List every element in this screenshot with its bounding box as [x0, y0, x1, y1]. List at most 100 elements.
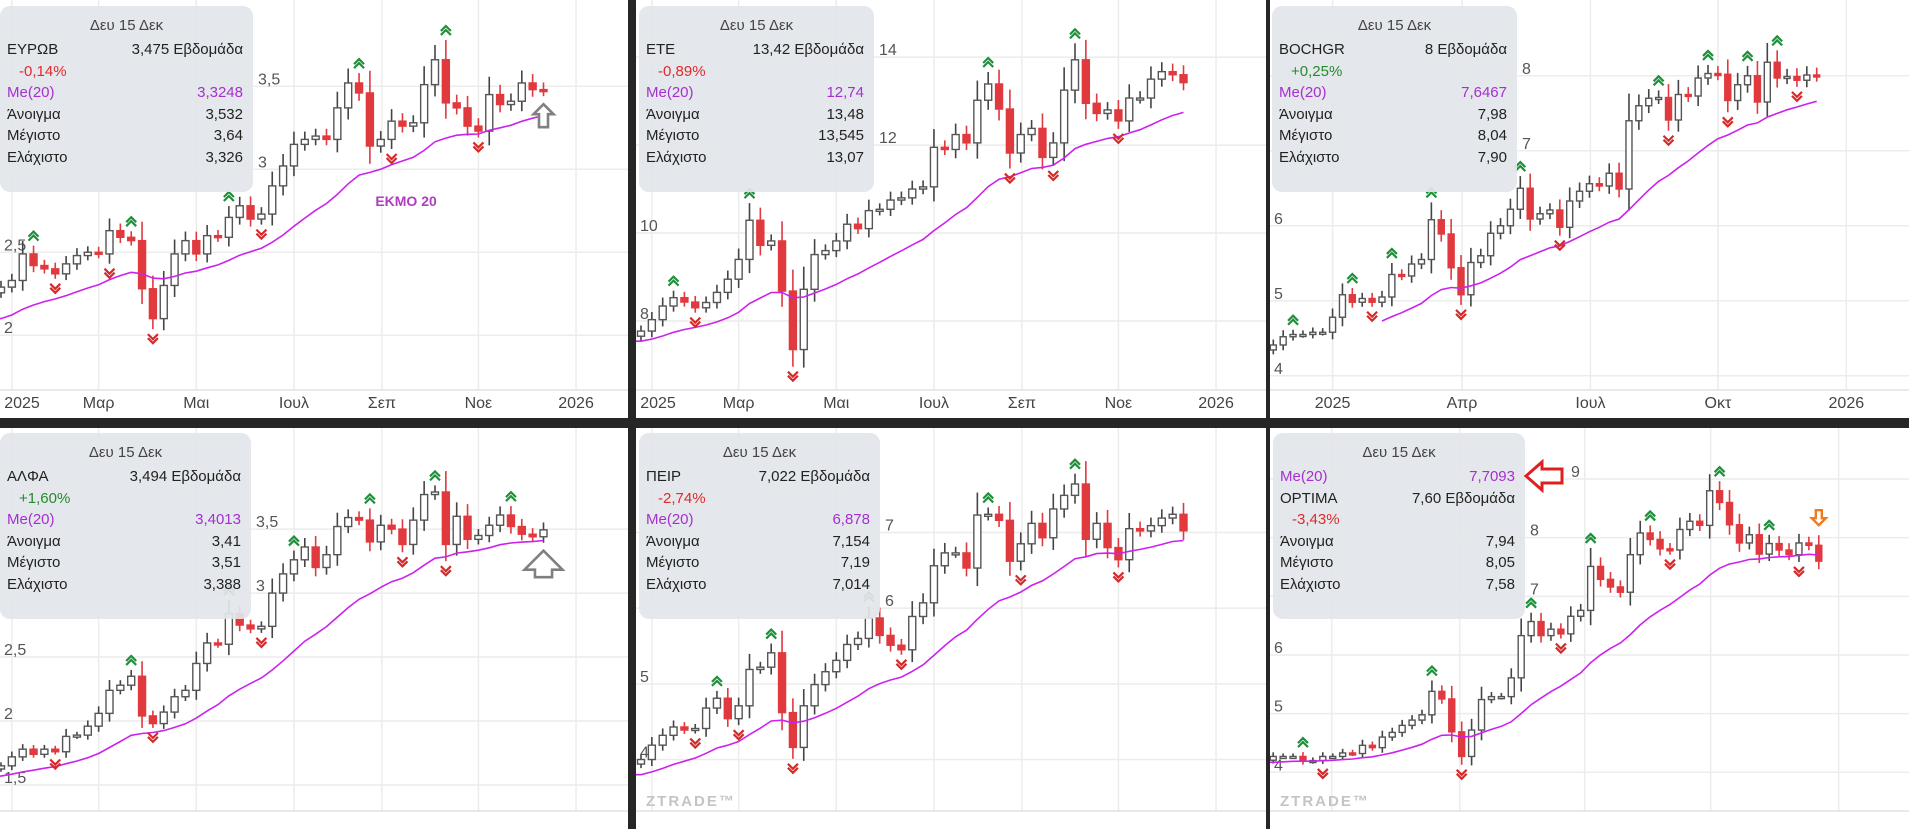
candle-up[interactable]: [1733, 72, 1742, 110]
candle-up[interactable]: [72, 248, 82, 270]
candle-up[interactable]: [1059, 67, 1069, 162]
candlestick-chart[interactable]: 8 10 12 14 2025 Μαρ Μαι Ιουλ Σεπ Νοε 2026: [636, 0, 1266, 418]
candle-up[interactable]: [691, 724, 700, 734]
candle-up[interactable]: [72, 731, 82, 740]
candle-down[interactable]: [1596, 557, 1605, 587]
candle-up[interactable]: [452, 502, 461, 556]
candle-up[interactable]: [821, 663, 830, 692]
candle-up[interactable]: [951, 546, 960, 558]
candle-up[interactable]: [1546, 203, 1554, 220]
candle-up[interactable]: [810, 239, 819, 302]
candle-up[interactable]: [1398, 719, 1406, 737]
candle-down[interactable]: [1753, 60, 1762, 114]
candle-down[interactable]: [1457, 721, 1466, 765]
candle-down[interactable]: [680, 291, 689, 307]
candle-down[interactable]: [387, 518, 396, 535]
candle-up[interactable]: [1378, 290, 1386, 308]
candle-up[interactable]: [658, 728, 667, 751]
candle-up[interactable]: [810, 673, 819, 715]
candle-down[interactable]: [1785, 543, 1793, 561]
candle-up[interactable]: [1016, 122, 1025, 163]
candle-up[interactable]: [61, 256, 71, 281]
candle-up[interactable]: [1328, 308, 1337, 340]
candle-up[interactable]: [83, 720, 93, 740]
candle-up[interactable]: [170, 239, 179, 297]
candle-up[interactable]: [1092, 512, 1101, 549]
candle-down[interactable]: [463, 95, 472, 136]
candle-down[interactable]: [441, 471, 451, 562]
candle-up[interactable]: [1694, 65, 1702, 107]
candle-up[interactable]: [1289, 329, 1297, 341]
candle-down[interactable]: [398, 519, 407, 553]
candle-up[interactable]: [1157, 62, 1166, 87]
candle-down[interactable]: [1348, 288, 1357, 308]
candle-up[interactable]: [842, 634, 852, 669]
candle-up[interactable]: [61, 728, 71, 758]
candle-down[interactable]: [962, 542, 971, 577]
candle-up[interactable]: [376, 131, 385, 153]
candle-up[interactable]: [278, 563, 288, 602]
candle-down[interactable]: [528, 74, 537, 97]
candle-up[interactable]: [40, 744, 49, 758]
candle-up[interactable]: [1059, 484, 1069, 518]
candle-up[interactable]: [734, 697, 743, 726]
candle-up[interactable]: [1605, 163, 1613, 194]
candle-up[interactable]: [1146, 517, 1156, 538]
candle-down[interactable]: [1447, 218, 1455, 280]
candle-up[interactable]: [506, 93, 516, 111]
candle-up[interactable]: [1507, 668, 1515, 705]
candle-up[interactable]: [257, 621, 266, 633]
candle-down[interactable]: [1666, 542, 1674, 555]
candle-down[interactable]: [1715, 481, 1724, 511]
candle-up[interactable]: [1319, 328, 1327, 336]
candle-down[interactable]: [1773, 50, 1781, 88]
candle-down[interactable]: [1398, 269, 1406, 281]
candle-up[interactable]: [1477, 686, 1486, 741]
candle-up[interactable]: [376, 514, 385, 551]
candle-up[interactable]: [908, 601, 917, 663]
candle-up[interactable]: [864, 199, 874, 238]
candle-down[interactable]: [1735, 513, 1744, 552]
chart-panel-6[interactable]: 4567892025ΑπρΙουλΟκτ2026Δευ 15 ΔεκMe(20)…: [1270, 428, 1909, 829]
candle-up[interactable]: [1299, 330, 1307, 338]
candle-up[interactable]: [1146, 66, 1156, 109]
candle-up[interactable]: [647, 311, 657, 338]
candle-down[interactable]: [116, 223, 125, 244]
candle-down[interactable]: [517, 518, 526, 541]
candle-down[interactable]: [1813, 67, 1821, 82]
candle-down[interactable]: [1114, 100, 1123, 129]
candle-up[interactable]: [105, 218, 114, 264]
candle-up[interactable]: [1704, 64, 1712, 85]
candle-down[interactable]: [1616, 580, 1625, 598]
candle-down[interactable]: [1595, 177, 1604, 192]
candle-up[interactable]: [94, 706, 103, 732]
candle-up[interactable]: [1487, 692, 1496, 704]
candle-down[interactable]: [51, 262, 60, 279]
candle-up[interactable]: [1135, 91, 1145, 104]
candle-up[interactable]: [1049, 132, 1058, 166]
candle-down[interactable]: [1537, 612, 1545, 643]
candle-up[interactable]: [419, 66, 429, 138]
candle-up[interactable]: [701, 697, 711, 737]
candle-down[interactable]: [1457, 255, 1465, 305]
candle-down[interactable]: [1656, 531, 1664, 556]
candle-down[interactable]: [354, 511, 364, 526]
candle-up[interactable]: [1338, 748, 1347, 760]
candle-up[interactable]: [202, 632, 212, 672]
candle-up[interactable]: [1635, 94, 1643, 130]
candle-up[interactable]: [1577, 603, 1585, 622]
candle-up[interactable]: [268, 578, 277, 639]
candle-down[interactable]: [1179, 65, 1188, 91]
candle-down[interactable]: [1437, 210, 1445, 242]
candle-down[interactable]: [495, 84, 505, 113]
candle-up[interactable]: [1329, 753, 1337, 760]
candle-up[interactable]: [984, 507, 993, 521]
candle-down[interactable]: [51, 745, 60, 755]
candle-up[interactable]: [322, 545, 331, 575]
candle-down[interactable]: [539, 82, 548, 97]
candle-up[interactable]: [289, 131, 299, 177]
candle-up[interactable]: [636, 325, 646, 341]
candle-down[interactable]: [691, 295, 700, 313]
candle-up[interactable]: [181, 684, 190, 702]
candle-up[interactable]: [105, 679, 114, 722]
